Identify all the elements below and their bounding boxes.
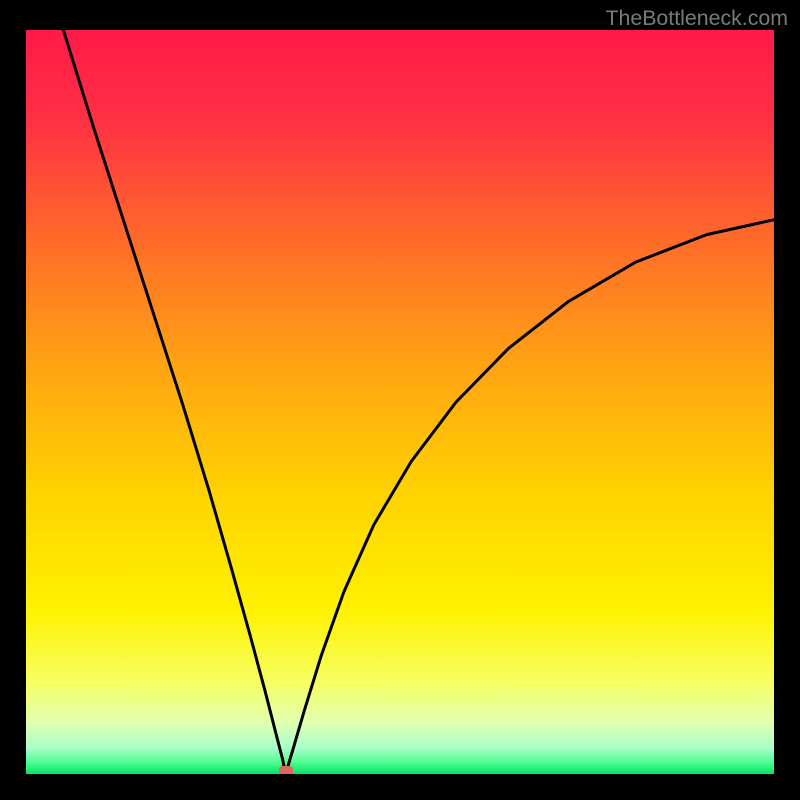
figure-root: TheBottleneck.com	[0, 0, 800, 800]
minimum-marker	[279, 766, 293, 774]
bottleneck-curve	[26, 30, 774, 774]
watermark-text: TheBottleneck.com	[605, 6, 788, 31]
plot-area	[26, 30, 774, 774]
